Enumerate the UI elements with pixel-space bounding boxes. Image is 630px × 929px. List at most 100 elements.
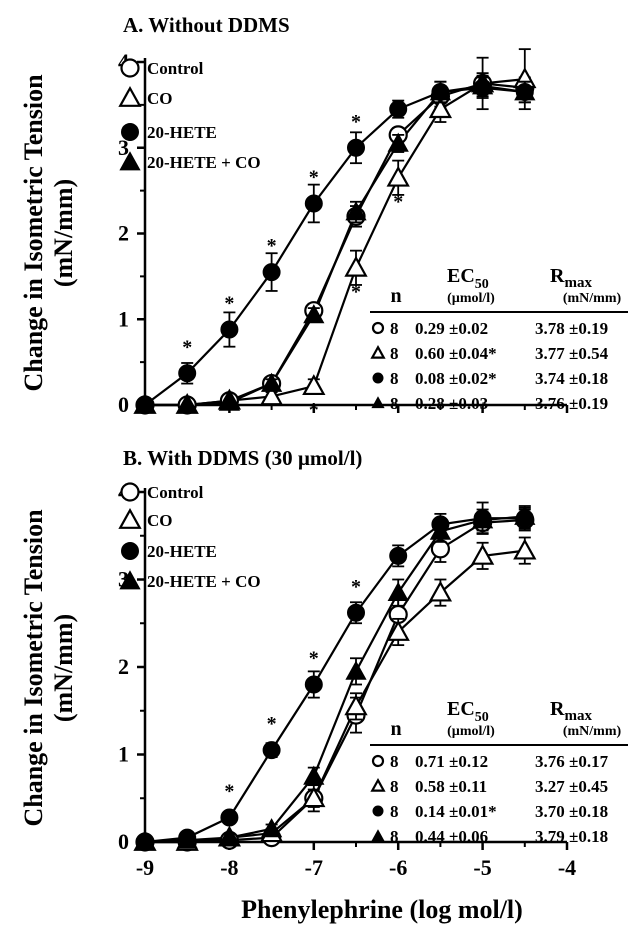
legend-label: Control	[147, 483, 204, 502]
y-tick-label: 3	[118, 567, 129, 592]
legend-marker	[121, 123, 139, 141]
series-line	[145, 518, 525, 844]
table-header-ec: EC	[447, 265, 475, 287]
x-tick-label: -5	[473, 855, 491, 880]
legend-marker	[120, 482, 140, 502]
significance-star: *	[267, 713, 277, 735]
panel-a: A. Without DDMS01234Change in Isometric …	[19, 13, 628, 421]
table-cell-n: 8	[390, 344, 399, 363]
y-axis-label-unit: (mN/mm)	[49, 179, 78, 287]
stats-table: n EC50(µmol/l) Rmax(mN/mm) 8 0.29 ±0.02 3.78 …	[370, 265, 628, 413]
table-header-r: R	[550, 698, 565, 720]
table-cell-n: 8	[390, 752, 399, 771]
significance-star: *	[224, 293, 234, 315]
table-header-rmax-unit: (mN/mm)	[563, 724, 622, 739]
x-axis-label: Phenylephrine (log mol/l)	[241, 895, 523, 924]
table-cell-n: 8	[390, 827, 399, 846]
data-point	[387, 581, 409, 601]
series-line	[144, 517, 525, 844]
table-cell-ec50: 0.71 ±0.12	[415, 752, 488, 771]
data-point	[345, 201, 367, 221]
panel-b: B. With DDMS (30 µmol/l)01234-9-8-7-6-5-…	[19, 446, 628, 924]
table-row-marker	[371, 321, 385, 335]
data-point	[428, 97, 453, 119]
table-cell-ec50: 0.44 ±0.06	[415, 827, 488, 846]
table-row-marker	[371, 754, 385, 768]
data-point	[262, 741, 281, 760]
data-point	[471, 75, 494, 95]
significance-star: *	[267, 235, 277, 257]
data-point	[178, 364, 197, 383]
table-cell-rmax: 3.78 ±0.19	[535, 319, 608, 338]
legend-marker	[118, 85, 142, 107]
significance-star: *	[309, 399, 319, 421]
legend-label: CO	[147, 89, 173, 108]
x-tick-label: -8	[220, 855, 238, 880]
stats-table: n EC50(µmol/l) Rmax(mN/mm) 8 0.71 ±0.12 3.76 …	[370, 698, 628, 846]
significance-star: *	[351, 281, 361, 303]
table-header-r-sub: max	[564, 275, 592, 291]
significance-star: *	[182, 336, 192, 358]
x-tick-label: -6	[389, 855, 407, 880]
legend-label: 20-HETE + CO	[147, 153, 261, 172]
table-cell-n: 8	[390, 369, 399, 388]
legend-label: 20-HETE	[147, 542, 217, 561]
data-point	[218, 391, 241, 411]
table-cell-n: 8	[390, 319, 399, 338]
table-cell-rmax: 3.27 ±0.45	[535, 777, 608, 796]
table-row-marker	[372, 805, 384, 817]
data-point	[387, 132, 409, 152]
table-header-rmax-unit: (mN/mm)	[563, 291, 622, 306]
table-header-r-sub: max	[564, 708, 592, 724]
data-point	[389, 546, 408, 565]
data-point	[514, 81, 536, 101]
data-point	[303, 765, 325, 785]
table-cell-ec50: 0.28 ±0.03	[415, 394, 488, 413]
y-tick-label: 2	[118, 221, 129, 246]
legend-label: Control	[147, 59, 204, 78]
data-point	[176, 394, 198, 414]
series-line	[145, 84, 525, 407]
y-axis-label-line: Change in Isometric Tension	[19, 509, 48, 827]
y-tick-label: 1	[118, 742, 129, 767]
table-cell-n: 8	[390, 802, 399, 821]
table-header-n: n	[390, 718, 401, 740]
data-point	[220, 808, 239, 827]
data-point	[389, 100, 408, 119]
y-tick-label: 3	[118, 135, 129, 160]
table-header-ec: EC	[447, 698, 475, 720]
table-row-marker	[370, 777, 386, 792]
table-cell-ec50: 0.14 ±0.01*	[415, 802, 497, 821]
table-header-r: R	[550, 265, 565, 287]
y-tick-label: 0	[118, 829, 129, 854]
legend-marker	[118, 507, 142, 529]
data-point	[430, 539, 450, 559]
table-cell-n: 8	[390, 394, 399, 413]
significance-star: *	[351, 111, 361, 133]
data-point	[429, 81, 452, 101]
table-cell-n: 8	[390, 777, 399, 796]
data-point	[302, 374, 326, 396]
table-header-ec-sub: 50	[475, 710, 489, 725]
panel-title: A. Without DDMS	[123, 13, 290, 37]
data-point	[260, 372, 283, 392]
data-point	[260, 818, 283, 838]
data-point	[344, 255, 368, 277]
table-cell-rmax: 3.77 ±0.54	[535, 344, 609, 363]
table-header-ec50: EC50	[447, 265, 489, 292]
x-tick-label: -4	[558, 855, 576, 880]
table-cell-rmax: 3.70 ±0.18	[535, 802, 608, 821]
series-filled-triangle	[134, 74, 536, 414]
legend-label: 20-HETE	[147, 123, 217, 142]
table-header-n: n	[390, 285, 401, 307]
data-point	[470, 543, 495, 565]
table-cell-ec50: 0.60 ±0.04*	[415, 344, 497, 363]
table-header-ec50: EC50	[447, 698, 489, 725]
y-tick-label: 0	[118, 392, 129, 417]
data-point	[176, 829, 198, 849]
data-point	[514, 505, 536, 525]
y-tick-label: 2	[118, 654, 129, 679]
data-point	[134, 394, 156, 414]
x-tick-label: -7	[305, 855, 323, 880]
